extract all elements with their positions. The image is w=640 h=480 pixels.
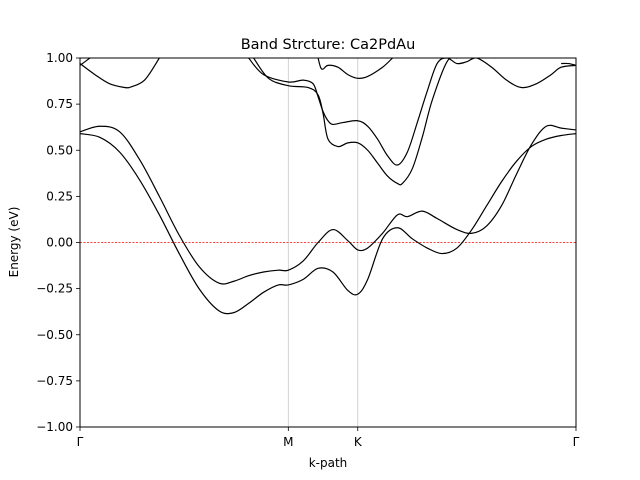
x-tick-label-1: M [283, 435, 293, 449]
x-axis-label: k-path [309, 456, 348, 470]
y-tick-label-4: 0.00 [46, 236, 73, 250]
band-line-1 [80, 124, 576, 285]
band-line-8 [561, 62, 576, 66]
band-line-3 [129, 58, 160, 89]
band-line-4 [253, 58, 458, 186]
y-tick-label-3: −0.25 [36, 282, 73, 296]
x-tick-label-3: Γ [573, 435, 580, 449]
y-axis-label: Energy (eV) [7, 207, 21, 278]
band-line-0 [80, 133, 576, 315]
band-line-2 [80, 63, 130, 89]
band-line-5 [248, 58, 576, 166]
band-line-7 [80, 58, 91, 66]
y-axis-ticks: −1.00 −0.75 −0.50 −0.25 0.00 0.25 0.50 0.75 1.00 [36, 51, 80, 434]
y-tick-label-8: 1.00 [46, 51, 73, 65]
x-tick-label-0: Γ [77, 435, 84, 449]
y-tick-label-7: 0.75 [46, 97, 73, 111]
band-line-6 [317, 58, 393, 79]
y-tick-label-5: 0.25 [46, 189, 73, 203]
y-tick-label-2: −0.50 [36, 328, 73, 342]
bands-group [80, 58, 576, 315]
x-tick-label-2: K [354, 435, 363, 449]
y-tick-label-6: 0.50 [46, 143, 73, 157]
y-tick-label-1: −0.75 [36, 374, 73, 388]
y-tick-label-0: −1.00 [36, 420, 73, 434]
chart-title: Band Strcture: Ca2PdAu [241, 37, 416, 53]
